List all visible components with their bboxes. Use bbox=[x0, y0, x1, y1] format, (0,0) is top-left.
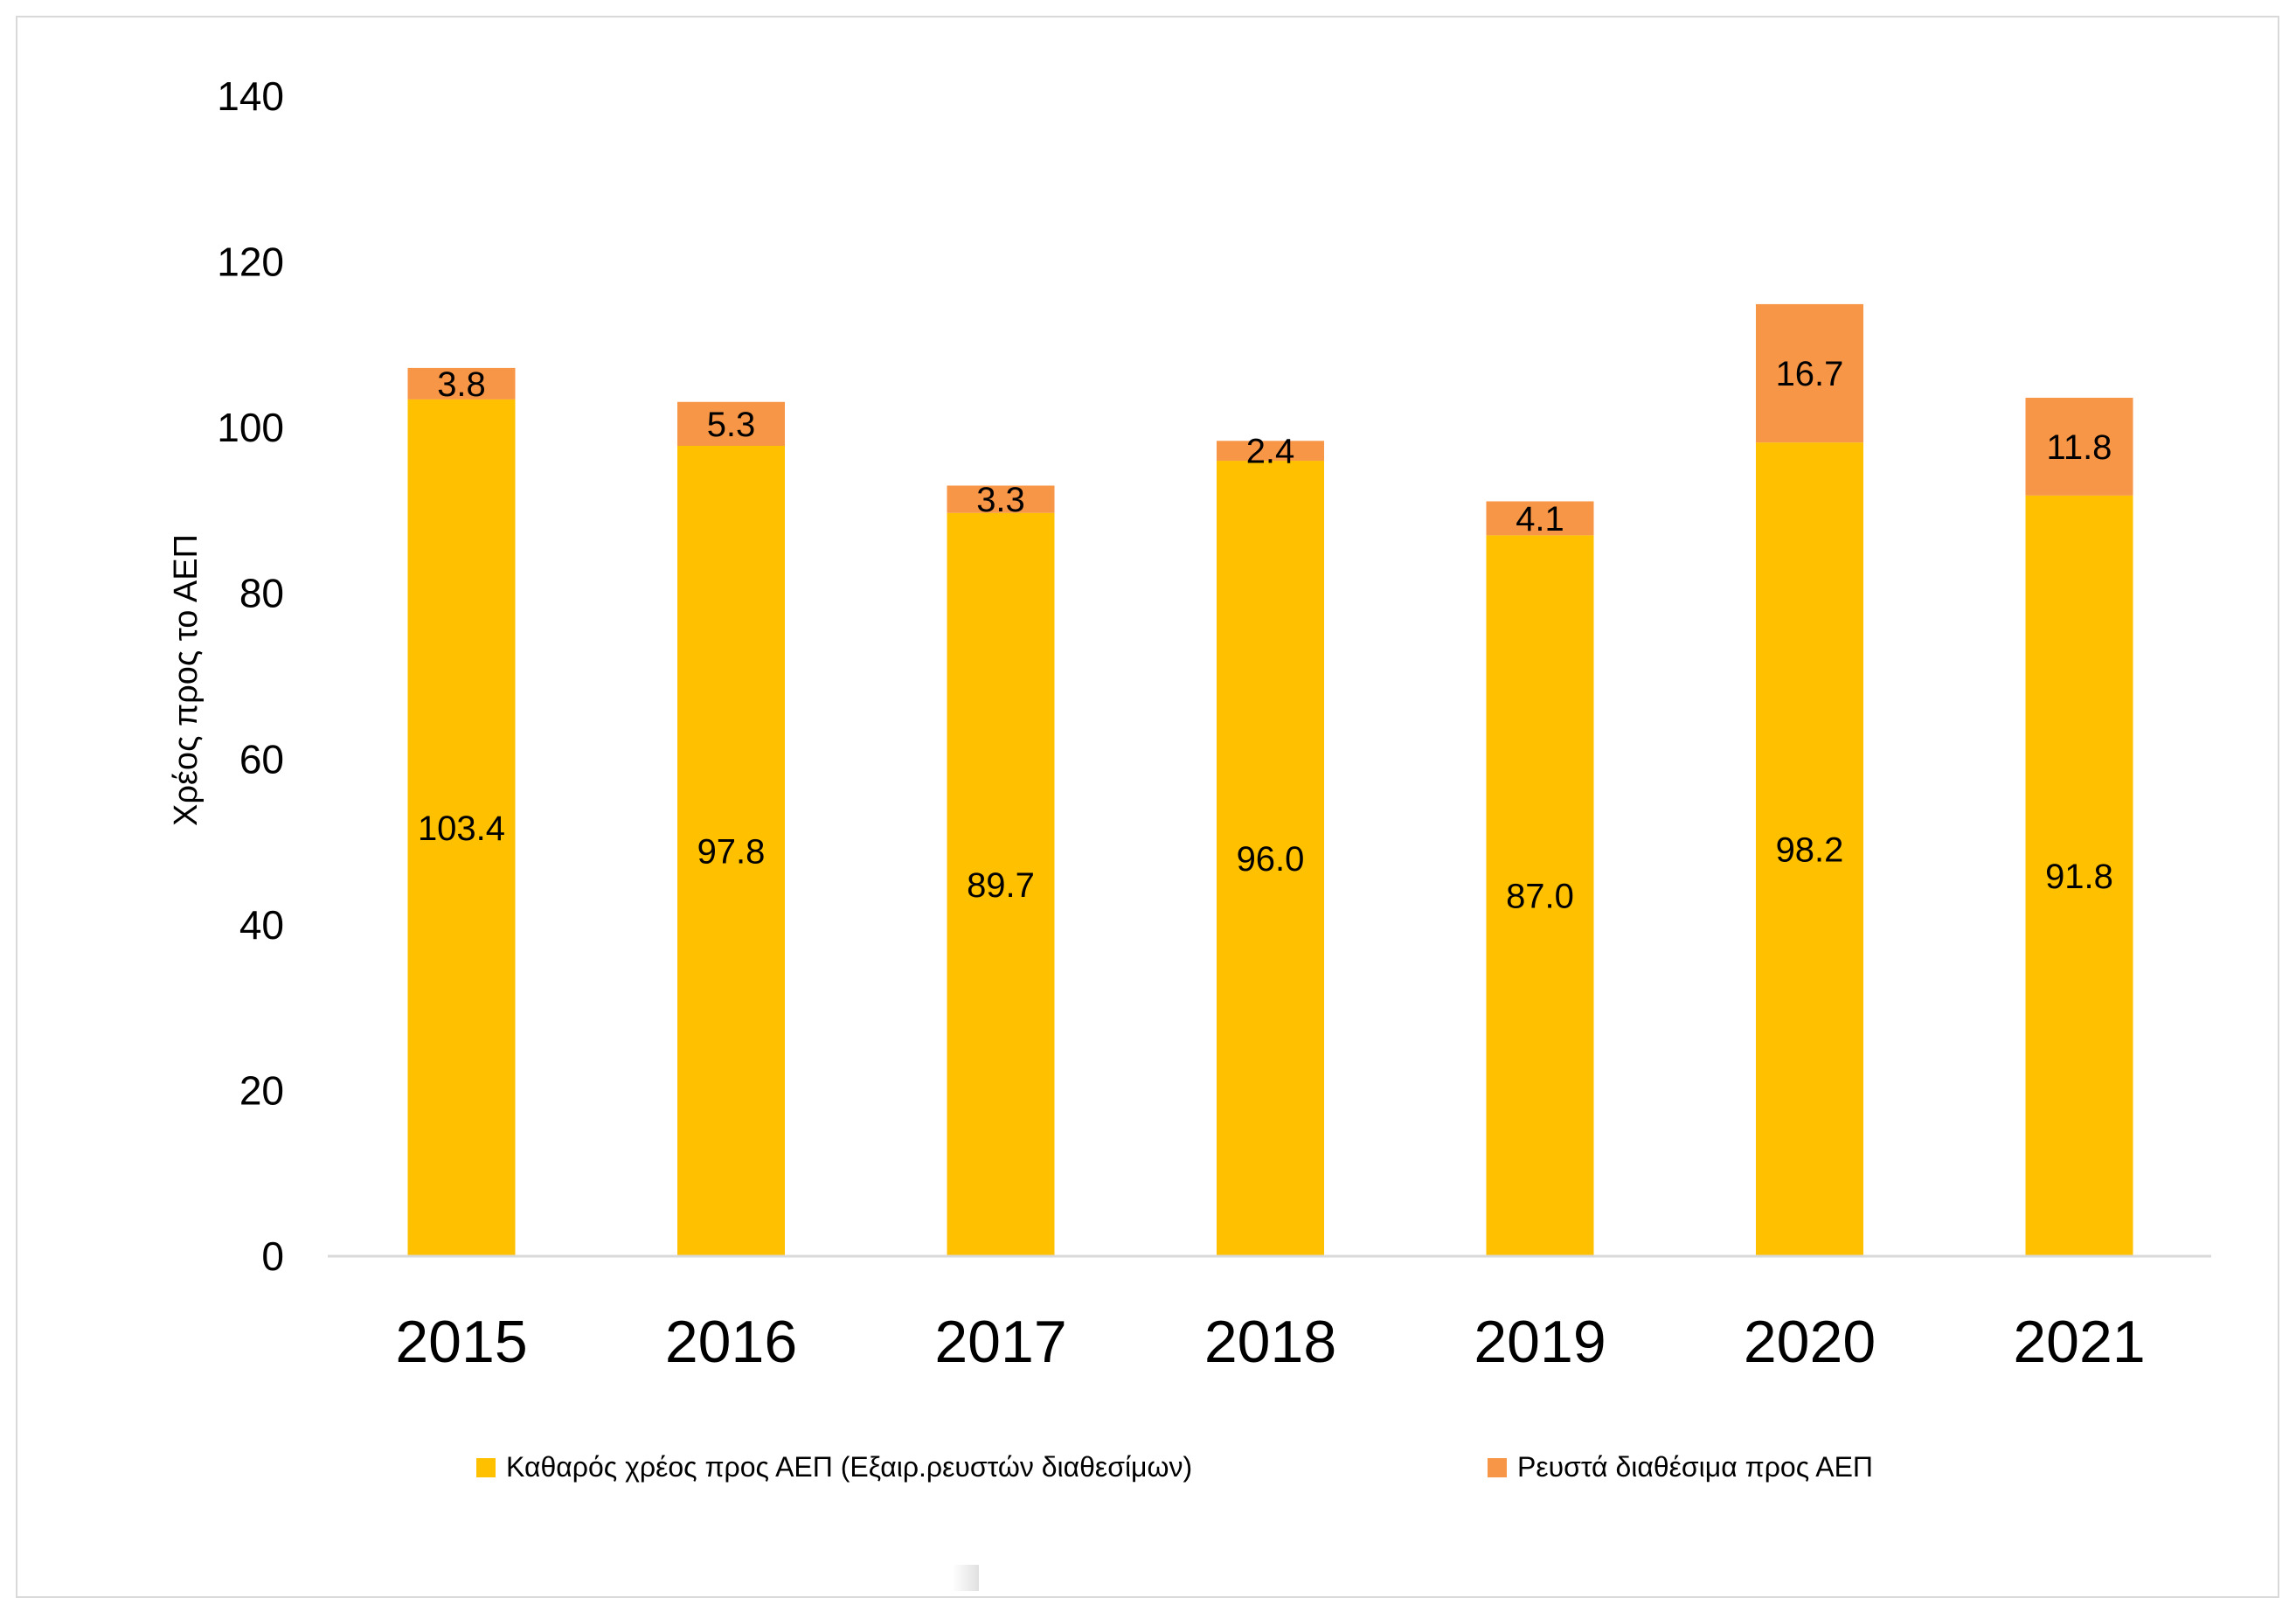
data-label-net-debt: 87.0 bbox=[1506, 878, 1574, 916]
data-label-liquid-assets: 2.4 bbox=[1246, 433, 1295, 471]
y-tick-label: 140 bbox=[217, 73, 284, 119]
y-tick-label: 100 bbox=[217, 405, 284, 450]
bar-liquid-assets bbox=[1217, 441, 1324, 462]
x-category-label: 2020 bbox=[1744, 1309, 1876, 1375]
legend-label-liquid-assets: Ρευστά διαθέσιμα προς ΑΕΠ bbox=[1517, 1451, 1874, 1483]
data-label-liquid-assets: 3.8 bbox=[437, 365, 486, 404]
data-label-net-debt: 96.0 bbox=[1237, 840, 1305, 879]
x-category-label: 2016 bbox=[665, 1309, 797, 1375]
data-label-net-debt: 97.8 bbox=[697, 832, 766, 871]
legend-swatch-liquid-assets bbox=[1488, 1457, 1507, 1477]
x-category-label: 2021 bbox=[2013, 1309, 2145, 1375]
y-tick-label: 20 bbox=[239, 1067, 284, 1113]
legend: Καθαρός χρέος προς ΑΕΠ (Εξαιρ.ρευστών δι… bbox=[0, 1451, 2296, 1486]
bar-net-debt bbox=[407, 399, 516, 1256]
bar-net-debt bbox=[1486, 535, 1594, 1256]
data-label-liquid-assets: 16.7 bbox=[1776, 355, 1844, 393]
y-tick-label: 60 bbox=[239, 736, 284, 782]
data-label-liquid-assets: 4.1 bbox=[1516, 500, 1564, 538]
bar-liquid-assets bbox=[1486, 501, 1594, 536]
bar-net-debt bbox=[947, 512, 1055, 1256]
bar-liquid-assets bbox=[1756, 303, 1863, 443]
bar-net-debt bbox=[1756, 442, 1863, 1256]
y-tick-label: 80 bbox=[239, 571, 284, 616]
data-label-net-debt: 103.4 bbox=[418, 809, 505, 848]
data-label-liquid-assets: 5.3 bbox=[707, 406, 756, 444]
bar-liquid-assets bbox=[407, 367, 516, 400]
bar-net-debt bbox=[677, 445, 785, 1256]
bar-net-debt bbox=[2025, 495, 2133, 1256]
bar-net-debt bbox=[1217, 461, 1324, 1256]
bar-liquid-assets bbox=[2025, 398, 2133, 496]
data-label-net-debt: 98.2 bbox=[1776, 831, 1844, 870]
bar-liquid-assets bbox=[947, 485, 1055, 513]
bar-liquid-assets bbox=[677, 401, 785, 446]
decorative-tab bbox=[647, 1565, 979, 1591]
legend-item-net-debt: Καθαρός χρέος προς ΑΕΠ (Εξαιρ.ρευστών δι… bbox=[476, 1451, 1192, 1483]
data-label-liquid-assets: 3.3 bbox=[976, 481, 1025, 519]
x-category-label: 2015 bbox=[395, 1309, 527, 1375]
x-category-label: 2018 bbox=[1204, 1309, 1336, 1375]
y-tick-label: 0 bbox=[261, 1233, 284, 1279]
x-category-label: 2019 bbox=[1474, 1309, 1606, 1375]
legend-label-net-debt: Καθαρός χρέος προς ΑΕΠ (Εξαιρ.ρευστών δι… bbox=[506, 1451, 1193, 1483]
data-label-liquid-assets: 11.8 bbox=[2047, 428, 2112, 467]
chart-frame bbox=[16, 16, 2279, 1598]
y-tick-label: 40 bbox=[239, 902, 284, 948]
legend-swatch-net-debt bbox=[476, 1457, 496, 1477]
y-axis-label: Χρέος προς το ΑΕΠ bbox=[168, 534, 205, 826]
y-tick-label: 120 bbox=[217, 240, 284, 285]
data-label-net-debt: 91.8 bbox=[2045, 858, 2113, 896]
data-label-net-debt: 89.7 bbox=[967, 866, 1035, 905]
x-category-label: 2017 bbox=[934, 1309, 1066, 1375]
legend-item-liquid-assets: Ρευστά διαθέσιμα προς ΑΕΠ bbox=[1488, 1451, 1873, 1483]
